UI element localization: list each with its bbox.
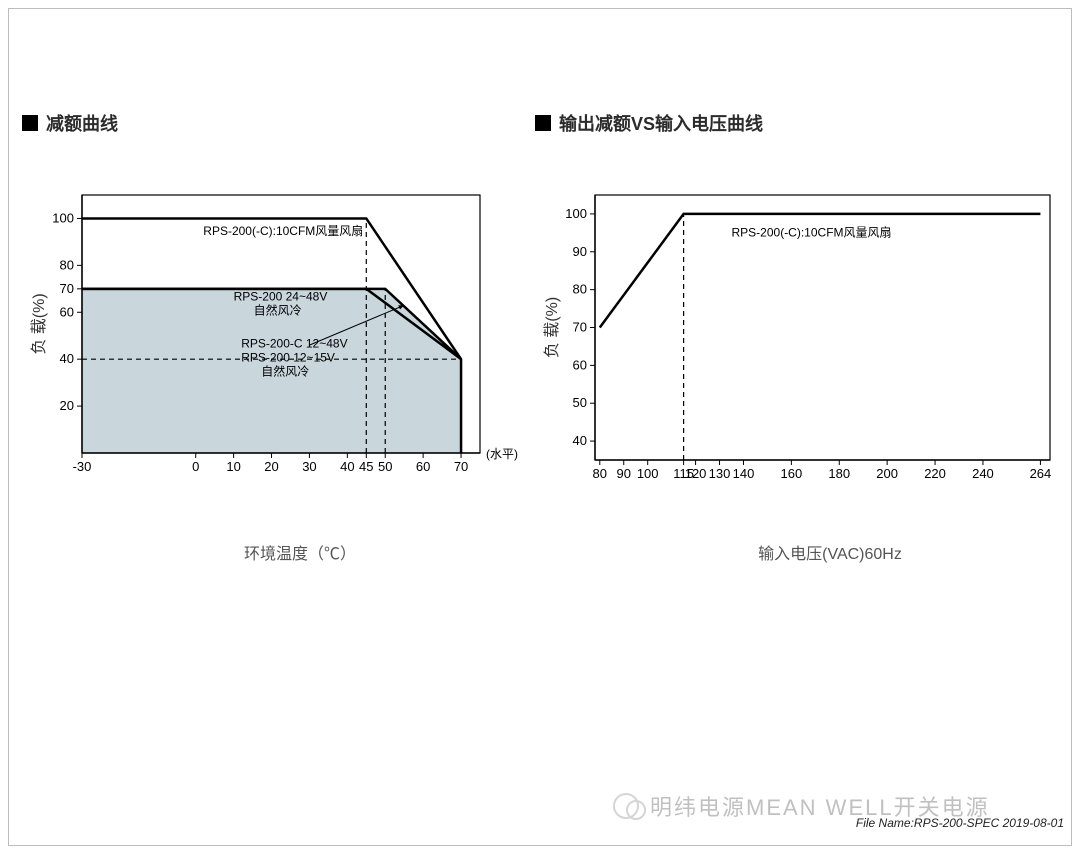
svg-text:20: 20 (264, 459, 278, 474)
svg-text:90: 90 (617, 466, 631, 481)
svg-text:RPS-200 24~48V: RPS-200 24~48V (234, 290, 328, 304)
svg-text:20: 20 (60, 398, 74, 413)
svg-text:100: 100 (565, 206, 587, 221)
svg-text:自然风冷: 自然风冷 (261, 363, 309, 378)
svg-text:90: 90 (573, 244, 587, 259)
svg-text:240: 240 (972, 466, 994, 481)
svg-text:负 载(%): 负 载(%) (543, 297, 561, 358)
svg-text:-30: -30 (73, 459, 92, 474)
square-bullet-icon (535, 115, 551, 131)
left-chart-title-text: 减额曲线 (46, 110, 118, 136)
svg-text:264: 264 (1030, 466, 1052, 481)
wechat-icon (610, 788, 650, 828)
svg-text:220: 220 (924, 466, 946, 481)
svg-text:RPS-200 12~15V: RPS-200 12~15V (241, 350, 335, 364)
svg-text:70: 70 (454, 459, 468, 474)
svg-text:负 载(%): 负 载(%) (30, 293, 48, 354)
svg-text:(水平): (水平) (486, 447, 518, 461)
svg-text:70: 70 (60, 281, 74, 296)
svg-text:50: 50 (378, 459, 392, 474)
svg-text:200: 200 (876, 466, 898, 481)
svg-text:80: 80 (573, 282, 587, 297)
left-chart-xlabel: 环境温度（℃） (150, 540, 450, 564)
svg-text:100: 100 (637, 466, 659, 481)
svg-text:30: 30 (302, 459, 316, 474)
right-chart: 8090100115120130140160180200220240264405… (535, 160, 1075, 560)
svg-text:0: 0 (192, 459, 199, 474)
svg-text:130: 130 (709, 466, 731, 481)
svg-text:10: 10 (226, 459, 240, 474)
svg-text:140: 140 (733, 466, 755, 481)
right-chart-title-text: 输出减额VS输入电压曲线 (559, 110, 763, 136)
svg-text:180: 180 (828, 466, 850, 481)
svg-text:RPS-200(-C):10CFM风量风扇: RPS-200(-C):10CFM风量风扇 (732, 225, 892, 240)
svg-text:60: 60 (573, 357, 587, 372)
footer-text: File Name:RPS-200-SPEC 2019-08-01 (856, 816, 1064, 830)
svg-text:RPS-200-C 12~48V: RPS-200-C 12~48V (241, 336, 347, 350)
svg-text:80: 80 (593, 466, 607, 481)
square-bullet-icon (22, 115, 38, 131)
svg-text:120: 120 (685, 466, 707, 481)
svg-text:80: 80 (60, 257, 74, 272)
left-chart-title: 减额曲线 (22, 110, 118, 136)
svg-text:60: 60 (60, 304, 74, 319)
right-chart-xlabel: 输入电压(VAC)60Hz (680, 540, 980, 564)
svg-text:自然风冷: 自然风冷 (254, 303, 302, 318)
svg-text:45: 45 (359, 459, 373, 474)
svg-text:60: 60 (416, 459, 430, 474)
svg-text:160: 160 (781, 466, 803, 481)
svg-text:40: 40 (340, 459, 354, 474)
right-chart-title: 输出减额VS输入电压曲线 (535, 110, 763, 136)
svg-text:100: 100 (52, 210, 74, 225)
svg-text:40: 40 (573, 433, 587, 448)
svg-text:70: 70 (573, 320, 587, 335)
svg-text:50: 50 (573, 395, 587, 410)
svg-text:RPS-200(-C):10CFM风量风扇: RPS-200(-C):10CFM风量风扇 (203, 223, 363, 238)
svg-text:40: 40 (60, 351, 74, 366)
left-chart: -30 0 10 20 30 40 45 50 60 70 20 40 60 70 80 100 RPS-200… (10, 160, 530, 560)
